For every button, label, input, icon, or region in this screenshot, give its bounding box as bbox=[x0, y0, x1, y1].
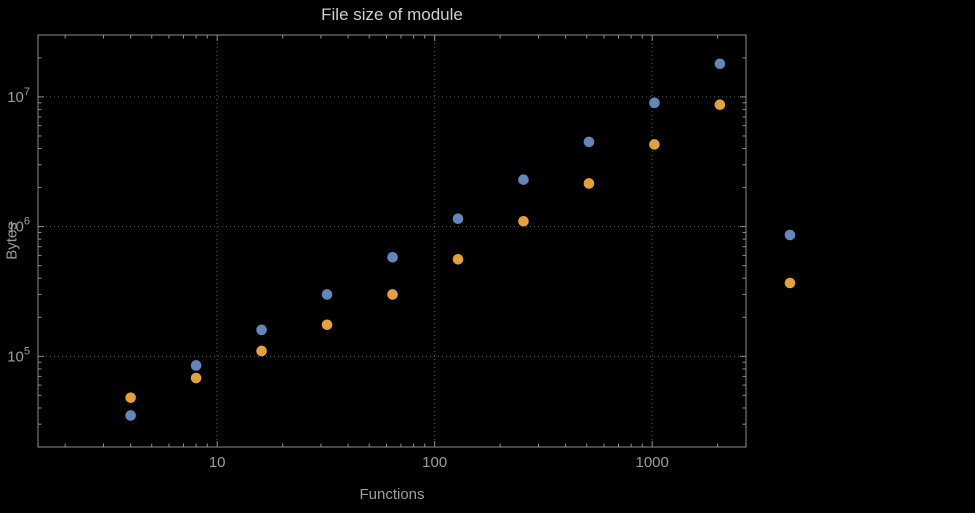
data-point-series-2-orange bbox=[190, 372, 202, 384]
data-point-series-1-blue bbox=[452, 213, 464, 225]
data-point-series-2-orange bbox=[649, 139, 660, 150]
y-tick-label: 105 bbox=[7, 345, 30, 365]
x-tick-label: 10 bbox=[209, 454, 226, 471]
x-axis-label: Functions bbox=[359, 486, 425, 503]
data-point-series-1-blue bbox=[190, 360, 202, 371]
data-point-series-2-orange bbox=[321, 319, 333, 331]
data-point-series-1-blue bbox=[387, 251, 398, 263]
data-point-series-1-blue bbox=[321, 289, 333, 300]
data-point-series-2-orange bbox=[387, 289, 398, 300]
y-tick-label: 107 bbox=[7, 86, 30, 106]
y-axis-label: Bytes bbox=[3, 222, 21, 260]
data-point-series-1-blue bbox=[583, 136, 595, 148]
data-point-series-2-orange bbox=[256, 345, 267, 357]
data-point-series-2-orange bbox=[583, 178, 595, 189]
y-tick-label: 106 bbox=[7, 216, 30, 236]
data-point-series-2-orange bbox=[452, 253, 464, 265]
plot-frame bbox=[37, 34, 747, 448]
data-point-series-1-blue bbox=[649, 97, 660, 109]
data-point-series-1-blue bbox=[518, 174, 529, 185]
x-tick-label: 100 bbox=[422, 454, 447, 471]
data-point-series-2-orange bbox=[125, 392, 136, 403]
data-point-series-1-blue bbox=[256, 324, 267, 336]
data-point-series-1-blue bbox=[125, 410, 136, 421]
data-point-series-2-orange bbox=[714, 99, 726, 111]
data-point-series-2-orange bbox=[518, 215, 529, 227]
x-tick-label: 1000 bbox=[635, 454, 668, 471]
chart-title: File size of module bbox=[321, 5, 463, 24]
legend-marker-orange bbox=[784, 277, 796, 289]
data-point-series-1-blue bbox=[714, 58, 726, 70]
legend-marker-blue bbox=[784, 229, 796, 241]
